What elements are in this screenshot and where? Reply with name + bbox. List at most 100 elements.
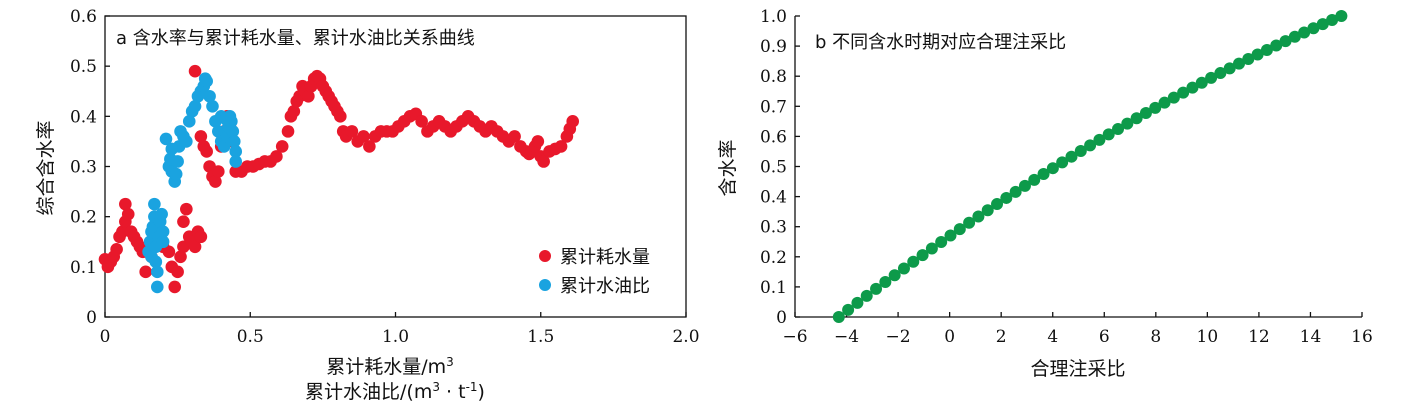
y-tick-label: 0.6 (70, 7, 97, 27)
data-point-cumulative-water-oil-ratio (156, 235, 170, 249)
data-point-reasonable-injection-production-ratio (1065, 150, 1078, 163)
data-point-cumulative-water-oil-ratio (156, 225, 170, 239)
data-point-reasonable-injection-production-ratio (1130, 112, 1143, 125)
data-point-reasonable-injection-production-ratio (991, 198, 1004, 211)
chart-a-y-ticks: 0 0.1 0.2 0.3 0.4 0.5 0.6 (70, 7, 110, 328)
x-tick-label: 10 (1197, 327, 1219, 347)
data-point-cumulative-water-oil-ratio (155, 207, 168, 221)
data-point-reasonable-injection-production-ratio (1270, 39, 1283, 52)
data-point-cumulative-water-oil-ratio (188, 100, 202, 113)
data-point-reasonable-injection-production-ratio (1279, 35, 1292, 48)
data-point-reasonable-injection-production-ratio (1037, 168, 1050, 181)
data-point-reasonable-injection-production-ratio (1167, 91, 1180, 104)
data-point-cumulative-water-oil-ratio (165, 142, 179, 156)
y-tick-label: 0.9 (760, 37, 787, 57)
data-point-reasonable-injection-production-ratio (1242, 53, 1255, 66)
data-point-reasonable-injection-production-ratio (972, 210, 985, 223)
data-point-cumulative-water-consumption (287, 105, 301, 118)
x-tick-label: 2.0 (672, 327, 699, 347)
data-point-cumulative-water-oil-ratio (229, 155, 243, 168)
data-point-reasonable-injection-production-ratio (842, 303, 855, 316)
data-point-cumulative-water-consumption (116, 225, 129, 239)
x-tick-label: −2 (886, 327, 911, 347)
data-point-cumulative-water-consumption (168, 280, 182, 294)
data-point-cumulative-water-consumption (363, 140, 376, 153)
data-point-reasonable-injection-production-ratio (1223, 62, 1236, 75)
data-point-reasonable-injection-production-ratio (1112, 122, 1125, 135)
data-point-cumulative-water-consumption (110, 242, 123, 256)
y-tick-label: 0 (776, 308, 787, 328)
x-tick-label: 12 (1248, 327, 1270, 347)
data-point-reasonable-injection-production-ratio (1316, 18, 1329, 31)
chart-a-title: a 含水率与累计耗水量、累计水油比关系曲线 (116, 28, 475, 49)
y-tick-label: 0.8 (760, 67, 787, 87)
x-tick-label: 2 (996, 327, 1007, 347)
data-point-reasonable-injection-production-ratio (1009, 185, 1022, 198)
data-point-cumulative-water-consumption (139, 265, 152, 279)
data-point-cumulative-water-consumption (171, 265, 184, 279)
x-tick-label: 16 (1351, 327, 1373, 347)
data-point-cumulative-water-consumption (345, 125, 359, 138)
y-tick-label: 0.4 (70, 107, 97, 127)
data-point-reasonable-injection-production-ratio (1149, 101, 1162, 114)
chart-a-x-axis-label-1: 累计耗水量/m3 (326, 355, 454, 378)
data-point-reasonable-injection-production-ratio (851, 296, 864, 309)
x-tick-label: 1.0 (382, 327, 409, 347)
y-tick-label: 0.7 (760, 97, 787, 117)
data-point-reasonable-injection-production-ratio (1000, 191, 1013, 204)
data-point-reasonable-injection-production-ratio (963, 216, 976, 229)
data-point-reasonable-injection-production-ratio (870, 282, 883, 295)
data-point-cumulative-water-consumption (270, 150, 283, 163)
chart-b-points (832, 10, 1348, 323)
data-point-reasonable-injection-production-ratio (1056, 156, 1069, 169)
data-point-cumulative-water-oil-ratio (229, 145, 243, 158)
data-point-cumulative-water-consumption (508, 130, 521, 143)
data-point-reasonable-injection-production-ratio (1251, 48, 1264, 61)
x-tick-label: 0.5 (237, 327, 264, 347)
data-point-reasonable-injection-production-ratio (860, 289, 873, 302)
data-point-reasonable-injection-production-ratio (879, 276, 892, 289)
data-point-cumulative-water-oil-ratio (206, 100, 219, 113)
legend-marker-cumulative-water-oil-ratio (539, 279, 551, 291)
data-point-reasonable-injection-production-ratio (888, 269, 901, 282)
data-point-cumulative-water-oil-ratio (148, 197, 161, 211)
data-point-cumulative-water-oil-ratio (217, 140, 231, 153)
data-point-cumulative-water-oil-ratio (219, 112, 232, 126)
data-point-reasonable-injection-production-ratio (832, 311, 845, 323)
data-point-reasonable-injection-production-ratio (1233, 57, 1246, 70)
data-point-cumulative-water-oil-ratio (150, 265, 164, 279)
x-tick-label: −4 (834, 327, 859, 347)
data-point-reasonable-injection-production-ratio (1046, 162, 1059, 175)
chart-a-x-axis-label-2: 累计水油比/(m3 · t-1) (305, 380, 485, 403)
y-tick-label: 0.4 (760, 188, 787, 208)
data-point-cumulative-water-consumption (194, 130, 208, 143)
chart-b-x-axis-label: 合理注采比 (1030, 358, 1125, 380)
data-point-cumulative-water-consumption (162, 245, 176, 259)
data-point-cumulative-water-consumption (415, 115, 428, 128)
data-point-reasonable-injection-production-ratio (935, 236, 948, 249)
y-tick-label: 0.3 (760, 218, 787, 238)
data-point-reasonable-injection-production-ratio (1074, 145, 1087, 158)
legend-label-cumulative-water-consumption: 累计耗水量 (560, 247, 650, 268)
data-point-reasonable-injection-production-ratio (1102, 128, 1115, 141)
chart-a: 0 0.1 0.2 0.3 0.4 0.5 0.6 0 0.5 1.0 1.5 2.0 a 含水率与… (35, 7, 700, 403)
legend-marker-cumulative-water-consumption (539, 250, 551, 262)
chart-b: 0 0.1 0.2 0.3 0.4 0.5 0.6 0.7 0.8 0.9 1.0 −6 −4 −2 0 2… (717, 7, 1373, 380)
data-point-reasonable-injection-production-ratio (1028, 173, 1041, 186)
data-point-cumulative-water-oil-ratio (149, 255, 163, 269)
y-tick-label: 0.2 (760, 248, 787, 268)
y-tick-label: 0.1 (760, 278, 787, 298)
chart-b-title: b 不同含水时期对应合理注采比 (815, 32, 1066, 53)
chart-a-legend: 累计耗水量 累计水油比 (539, 247, 650, 297)
data-point-reasonable-injection-production-ratio (1139, 107, 1152, 120)
data-point-reasonable-injection-production-ratio (1158, 96, 1171, 109)
data-point-cumulative-water-oil-ratio (169, 167, 183, 181)
data-point-reasonable-injection-production-ratio (1195, 76, 1208, 89)
data-point-cumulative-water-consumption (180, 202, 193, 216)
y-tick-label: 1.0 (760, 7, 787, 27)
y-tick-label: 0.5 (70, 57, 97, 77)
data-point-cumulative-water-consumption (531, 135, 545, 148)
chart-a-points (98, 64, 580, 294)
data-point-reasonable-injection-production-ratio (944, 229, 957, 242)
